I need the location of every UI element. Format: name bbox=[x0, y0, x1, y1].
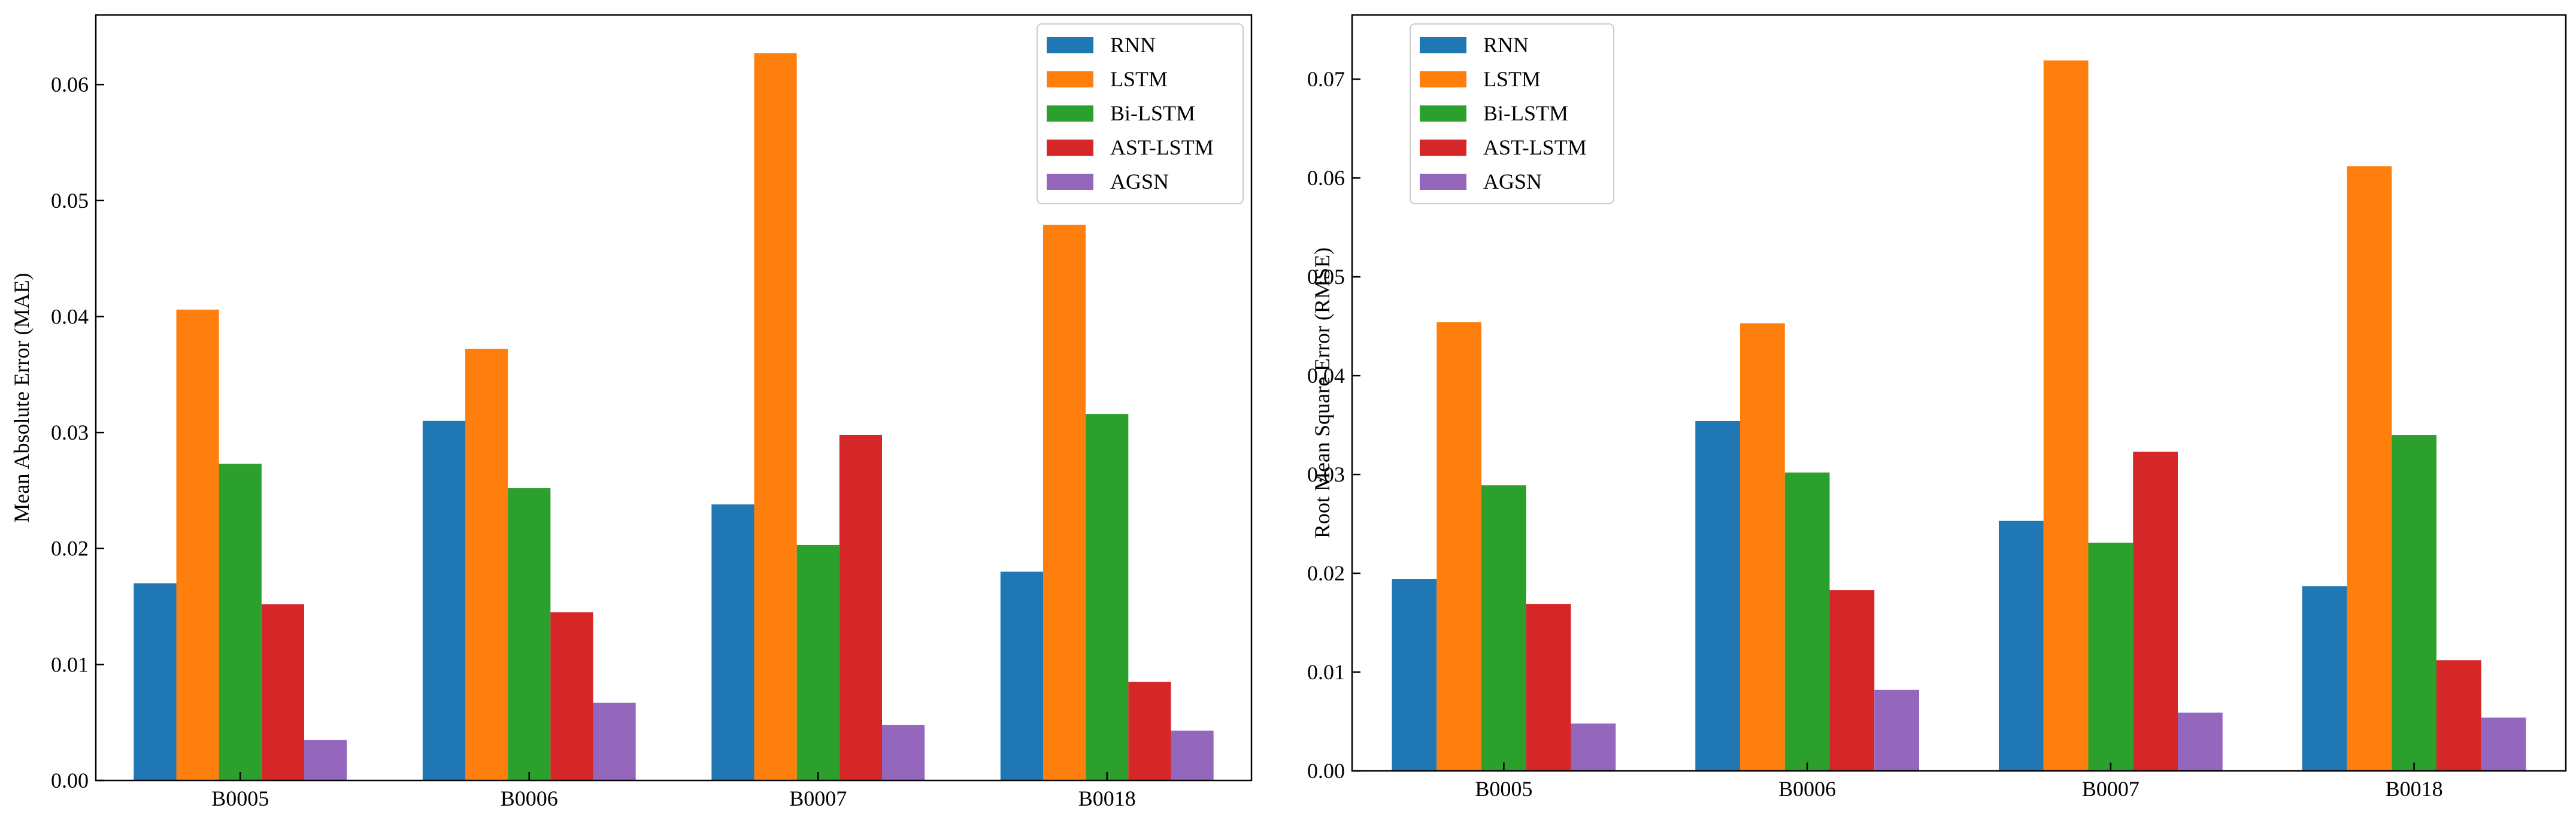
legend-label-agsn: AGSN bbox=[1110, 170, 1169, 193]
y-tick-label: 0.05 bbox=[51, 189, 89, 213]
bar-agsn-b0005 bbox=[1571, 723, 1616, 771]
bar-bi-lstm-b0006 bbox=[1784, 472, 1830, 771]
bar-ast-lstm-b0006 bbox=[1829, 590, 1875, 771]
y-tick-label: 0.03 bbox=[1307, 462, 1345, 486]
y-tick-label: 0.02 bbox=[51, 537, 89, 561]
bar-rnn-b0018 bbox=[1000, 571, 1043, 780]
x-tick-label: B0007 bbox=[2082, 777, 2139, 801]
legend-swatch-lstm bbox=[1420, 71, 1466, 87]
y-tick-label: 0.04 bbox=[51, 304, 89, 328]
legend-box bbox=[1037, 23, 1244, 204]
x-tick-label: B0018 bbox=[2386, 777, 2443, 801]
bar-ast-lstm-b0006 bbox=[550, 612, 593, 780]
bar-bi-lstm-b0018 bbox=[1086, 414, 1129, 780]
bar-ast-lstm-b0005 bbox=[261, 604, 304, 780]
bar-agsn-b0007 bbox=[882, 725, 925, 780]
bar-bi-lstm-b0005 bbox=[219, 464, 262, 780]
legend-swatch-bi-lstm bbox=[1420, 105, 1466, 122]
bar-ast-lstm-b0007 bbox=[2133, 452, 2178, 771]
bar-bi-lstm-b0006 bbox=[508, 488, 551, 780]
mae-chart: 0.00 0.01 0.02 0.03 0.04 0.05 0.06 B0005 B0006 B0… bbox=[10, 14, 1253, 810]
y-tick-label: 0.06 bbox=[51, 72, 89, 96]
y-tick-label: 0.02 bbox=[1307, 561, 1345, 585]
bar-ast-lstm-b0005 bbox=[1526, 604, 1571, 771]
bar-agsn-b0006 bbox=[1874, 689, 1919, 771]
bar-rnn-b0005 bbox=[1392, 579, 1437, 771]
legend-swatch-rnn bbox=[1420, 37, 1466, 53]
legend-label-rnn: RNN bbox=[1483, 33, 1529, 57]
bar-lstm-b0005 bbox=[1437, 322, 1482, 771]
y-tick-label: 0.07 bbox=[1307, 67, 1345, 91]
bar-lstm-b0018 bbox=[1043, 225, 1086, 781]
bar-lstm-b0005 bbox=[176, 309, 219, 780]
y-tick-label: 0.03 bbox=[51, 420, 89, 444]
legend: RNN LSTM Bi-LSTM AST-LSTM AGSN bbox=[1410, 23, 1614, 204]
bar-rnn-b0018 bbox=[2302, 586, 2347, 771]
legend-swatch-rnn bbox=[1047, 37, 1093, 53]
bar-lstm-b0007 bbox=[2043, 60, 2089, 771]
bar-agsn-b0018 bbox=[2481, 717, 2526, 771]
legend: RNN LSTM Bi-LSTM AST-LSTM AGSN bbox=[1037, 23, 1244, 204]
bar-lstm-b0007 bbox=[754, 53, 797, 780]
x-tick-label: B0005 bbox=[211, 786, 269, 810]
legend-label-lstm: LSTM bbox=[1110, 67, 1168, 91]
bar-rnn-b0005 bbox=[134, 583, 177, 780]
legend-label-bi-lstm: Bi-LSTM bbox=[1110, 101, 1195, 125]
x-tick-label: B0018 bbox=[1078, 786, 1136, 810]
legend-swatch-bi-lstm bbox=[1047, 105, 1093, 122]
y-tick-label: 0.06 bbox=[1307, 166, 1345, 190]
bar-rnn-b0006 bbox=[422, 420, 465, 780]
y-tick-label: 0.01 bbox=[1307, 660, 1345, 684]
bar-bi-lstm-b0005 bbox=[1481, 485, 1526, 771]
legend-swatch-lstm bbox=[1047, 71, 1093, 87]
y-tick-label: 0.05 bbox=[1307, 265, 1345, 289]
rmse-chart: 0.00 0.01 0.02 0.03 0.04 0.05 0.06 0.07 B0005 B00… bbox=[1307, 14, 2567, 801]
bar-ast-lstm-b0018 bbox=[2436, 660, 2481, 771]
y-tick-label: 0.00 bbox=[51, 768, 89, 792]
bar-bi-lstm-b0007 bbox=[2088, 542, 2133, 771]
legend-box bbox=[1410, 23, 1614, 204]
bar-lstm-b0018 bbox=[2347, 166, 2392, 771]
legend-label-agsn: AGSN bbox=[1483, 170, 1542, 193]
x-tick-label: B0005 bbox=[1475, 777, 1532, 801]
bar-ast-lstm-b0018 bbox=[1128, 682, 1171, 780]
legend-label-bi-lstm: Bi-LSTM bbox=[1483, 101, 1568, 125]
bar-rnn-b0007 bbox=[711, 504, 754, 780]
plot-frame bbox=[95, 14, 1253, 782]
legend-label-lstm: LSTM bbox=[1483, 67, 1541, 91]
plot-frame bbox=[1351, 14, 2567, 772]
bar-bi-lstm-b0007 bbox=[796, 544, 840, 780]
y-tick-label: 0.00 bbox=[1307, 759, 1345, 783]
y-tick-label: 0.01 bbox=[51, 652, 89, 676]
legend-label-ast-lstm: AST-LSTM bbox=[1483, 135, 1587, 159]
bar-lstm-b0006 bbox=[1740, 323, 1785, 771]
y-tick-label: 0.04 bbox=[1307, 364, 1345, 388]
bar-bi-lstm-b0018 bbox=[2392, 435, 2436, 771]
y-axis-title: Mean Absolute Error (MAE) bbox=[10, 273, 34, 523]
bar-agsn-b0018 bbox=[1171, 730, 1214, 780]
legend-label-ast-lstm: AST-LSTM bbox=[1110, 135, 1214, 159]
x-tick-label: B0006 bbox=[501, 786, 558, 810]
bar-rnn-b0007 bbox=[1999, 521, 2044, 771]
bar-agsn-b0005 bbox=[304, 740, 347, 780]
bar-lstm-b0006 bbox=[465, 349, 508, 780]
bar-agsn-b0006 bbox=[593, 703, 636, 780]
bar-rnn-b0006 bbox=[1695, 421, 1741, 771]
x-tick-label: B0007 bbox=[789, 786, 847, 810]
legend-label-rnn: RNN bbox=[1110, 33, 1156, 57]
legend-swatch-ast-lstm bbox=[1420, 140, 1466, 156]
x-tick-label: B0006 bbox=[1778, 777, 1836, 801]
bar-ast-lstm-b0007 bbox=[839, 434, 882, 780]
bar-agsn-b0007 bbox=[2177, 712, 2223, 771]
legend-swatch-agsn bbox=[1420, 174, 1466, 190]
legend-swatch-agsn bbox=[1047, 174, 1093, 190]
legend-swatch-ast-lstm bbox=[1047, 140, 1093, 156]
y-axis-title: Root Mean Square Error (RMSE) bbox=[1310, 247, 1334, 538]
